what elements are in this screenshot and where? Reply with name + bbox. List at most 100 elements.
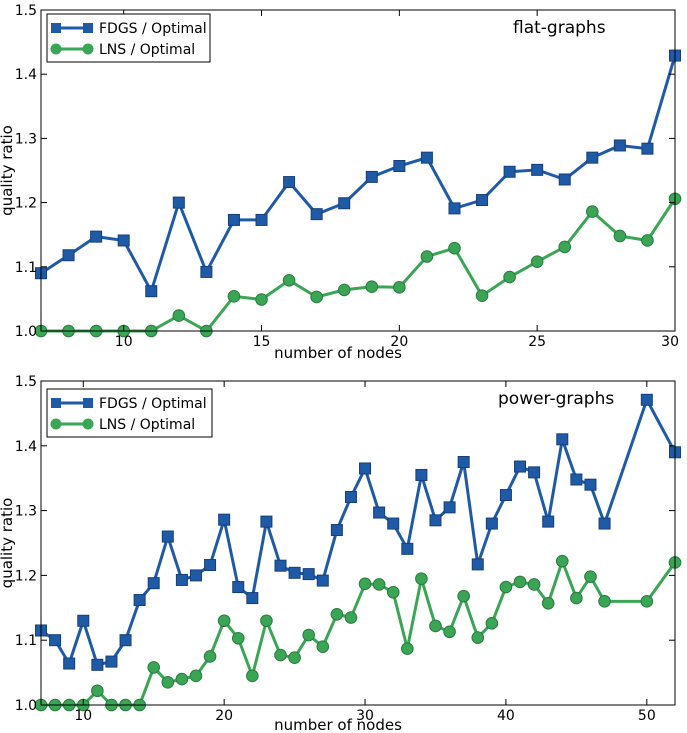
data-point [260, 614, 273, 628]
y-tick-label: 1.5 [15, 3, 37, 19]
data-point [528, 466, 541, 479]
x-tick-label: 10 [115, 334, 133, 350]
data-point [443, 501, 456, 514]
data-point [386, 585, 400, 599]
legend-box [46, 388, 213, 438]
data-point [344, 490, 357, 503]
data-point [457, 456, 470, 468]
data-point [448, 241, 461, 255]
y-tick-label: 1.4 [15, 439, 37, 455]
data-point [330, 607, 344, 621]
legend-label: LNS / Optimal [99, 417, 195, 433]
data-point [227, 213, 240, 226]
data-point [372, 578, 386, 591]
series-line [41, 556, 677, 707]
legend-marker [83, 398, 93, 408]
data-point [218, 513, 231, 526]
data-point [558, 240, 572, 254]
legend-marker [83, 23, 93, 33]
data-point [640, 393, 653, 406]
data-point [641, 142, 654, 155]
x-tick-label: 15 [253, 334, 271, 350]
data-point [49, 634, 62, 647]
data-point [527, 578, 541, 591]
y-tick-label: 1.1 [15, 633, 37, 649]
data-point [499, 580, 513, 594]
data-point [302, 568, 315, 581]
data-point [420, 151, 433, 164]
x-axis-label: number of nodes [274, 344, 402, 362]
data-point [282, 273, 296, 287]
x-tick-label: 50 [638, 708, 656, 724]
data-point [499, 489, 512, 502]
data-point [429, 619, 442, 633]
y-tick-label: 1.2 [15, 568, 37, 584]
data-point [555, 554, 569, 568]
data-point [387, 517, 400, 530]
data-point [175, 573, 188, 586]
data-point [62, 249, 75, 262]
data-point [200, 265, 213, 278]
legend: FDGS / Optimal LNS / Optimal [46, 13, 211, 63]
data-point [365, 280, 379, 294]
plot-frame [40, 380, 676, 706]
x-tick-label: 40 [497, 708, 515, 724]
data-point [310, 290, 323, 304]
data-point [401, 642, 414, 655]
data-point [77, 614, 90, 627]
series-lns [34, 554, 682, 712]
y-axis-label: quality ratio [0, 125, 16, 216]
legend-box [46, 13, 211, 63]
data-point [542, 515, 555, 528]
data-point [471, 558, 484, 571]
y-tick-label: 1.4 [15, 67, 37, 83]
x-tick-label: 20 [390, 334, 408, 350]
data-point [373, 506, 386, 519]
data-point [485, 517, 498, 530]
data-point [443, 625, 456, 639]
data-point [147, 577, 160, 590]
data-point [541, 596, 555, 610]
data-point [613, 229, 627, 243]
data-point [476, 194, 489, 207]
y-tick-label: 1.2 [15, 196, 37, 212]
data-point [584, 478, 597, 491]
legend-label: LNS / Optimal [99, 42, 195, 58]
data-point [415, 572, 428, 585]
data-point [530, 255, 544, 268]
legend: FDGS / Optimal LNS / Optimal [46, 388, 213, 438]
data-point [531, 163, 544, 176]
data-point [359, 462, 372, 475]
legend-marker [51, 23, 61, 33]
data-point [172, 196, 185, 209]
series-fdgs [35, 393, 681, 671]
data-point [255, 293, 268, 306]
data-point [503, 270, 516, 284]
data-point [232, 581, 245, 594]
data-point [119, 634, 132, 647]
data-point [365, 170, 378, 183]
data-point [570, 473, 583, 486]
data-point [457, 589, 470, 603]
data-point [260, 515, 273, 528]
data-point [246, 592, 259, 605]
y-tick-label: 1.5 [15, 374, 37, 390]
legend-marker [50, 43, 62, 55]
data-point [420, 250, 434, 263]
y-tick-label: 1.1 [15, 260, 37, 276]
data-point [217, 614, 231, 628]
data-point [475, 289, 489, 302]
data-point [274, 648, 287, 662]
x-tick-label: 20 [215, 708, 233, 724]
x-tick-label: 30 [661, 334, 679, 350]
chart-annotation: power-graphs [498, 389, 614, 409]
data-point [133, 594, 146, 607]
data-point [316, 640, 330, 653]
data-point [558, 173, 571, 186]
y-tick-label: 1.0 [15, 698, 37, 714]
data-point [330, 524, 343, 537]
data-point [640, 595, 654, 608]
data-point [344, 611, 358, 624]
data-point [310, 208, 323, 221]
